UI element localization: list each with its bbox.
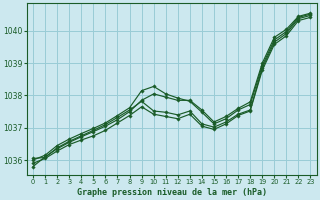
X-axis label: Graphe pression niveau de la mer (hPa): Graphe pression niveau de la mer (hPa) [77,188,267,197]
